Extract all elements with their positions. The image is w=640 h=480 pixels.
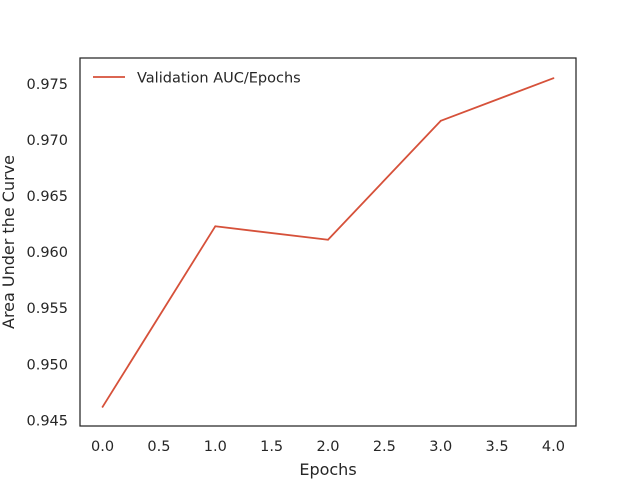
data-point [214,225,217,228]
y-axis-label: Area Under the Curve [0,155,18,329]
y-tick-label: 0.960 [26,245,68,261]
y-tick-label: 0.945 [26,413,68,429]
y-tick-label: 0.965 [26,189,68,205]
y-tick-label: 0.970 [26,133,68,149]
data-point [327,238,329,241]
data-point [101,406,104,408]
x-tick-label: 2.0 [316,439,339,455]
x-axis-ticks: 0.0 0.5 1.0 1.5 2.0 2.5 3.0 3.5 4.0 [91,439,565,455]
legend: Validation AUC/Epochs [93,71,301,87]
x-tick-label: 0.5 [147,439,170,455]
plot-area-frame [79,57,577,427]
data-point [552,77,555,80]
x-tick-label: 3.5 [486,439,509,455]
y-tick-label: 0.975 [26,77,68,93]
x-tick-label: 1.0 [204,439,227,455]
x-axis-label: Epochs [299,460,356,479]
legend-label: Validation AUC/Epochs [137,71,301,87]
x-tick-label: 3.0 [429,439,452,455]
y-tick-label: 0.955 [26,301,68,317]
y-axis-ticks: 0.945 0.950 0.955 0.960 0.965 0.970 0.975 [26,77,68,430]
x-tick-label: 0.0 [91,439,114,455]
x-tick-label: 2.5 [373,439,396,455]
x-tick-label: 1.5 [260,439,283,455]
x-tick-label: 4.0 [542,439,565,455]
y-tick-label: 0.950 [26,357,68,373]
series-layer [101,77,555,408]
data-point [439,119,442,122]
